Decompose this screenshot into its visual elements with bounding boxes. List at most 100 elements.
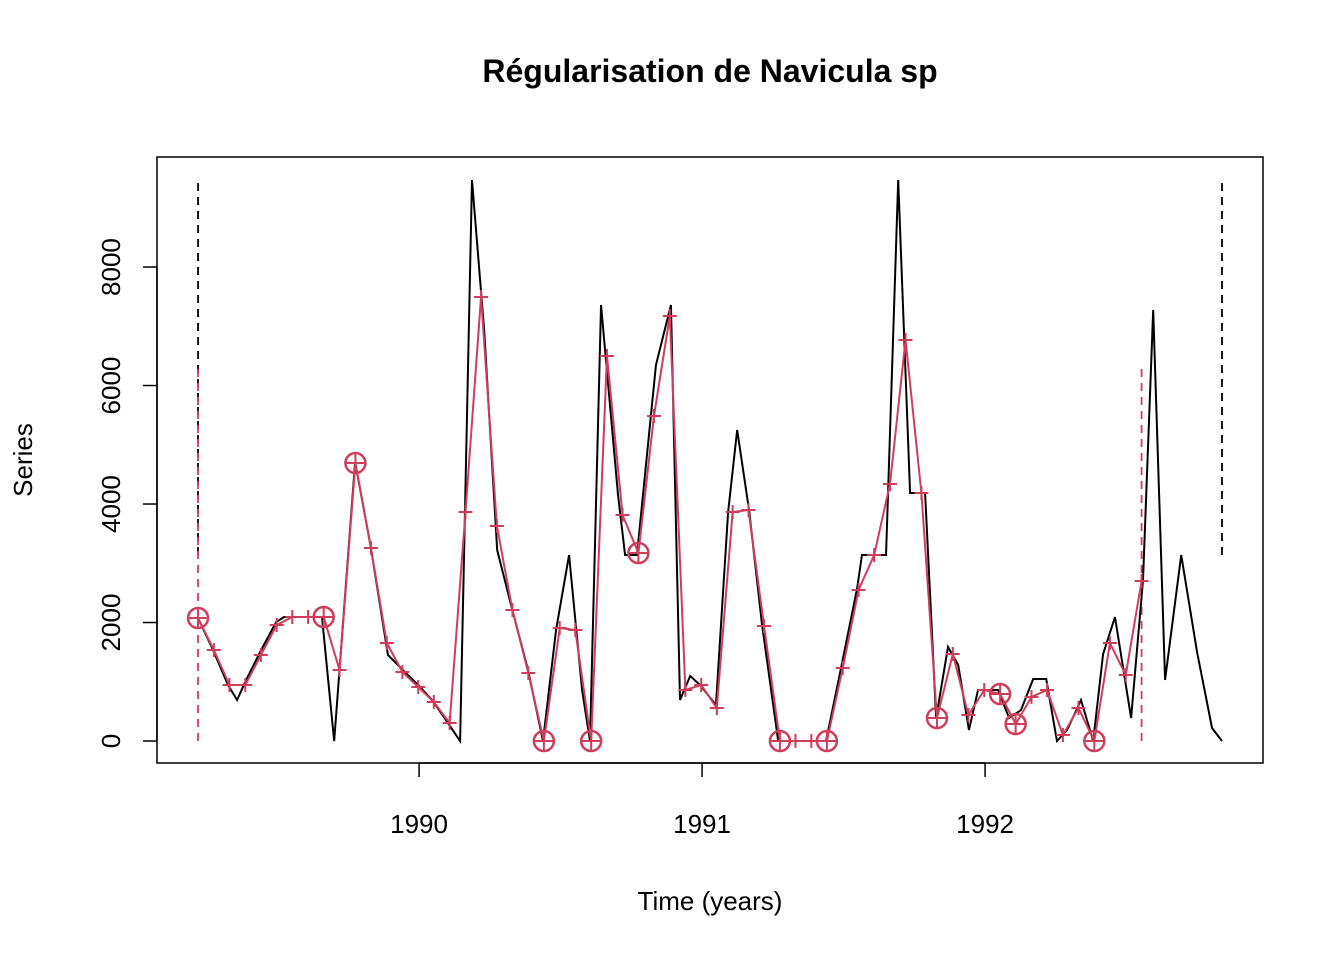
point-marker (474, 290, 489, 305)
point-marker (521, 666, 536, 681)
point-marker (851, 582, 866, 597)
point-marker (977, 683, 992, 698)
point-marker (1118, 668, 1133, 683)
point-marker (882, 476, 897, 491)
marker-part (662, 309, 677, 324)
marker-part (222, 678, 237, 693)
marker-part (867, 548, 882, 563)
marker-part (769, 731, 790, 752)
marker-part (882, 476, 897, 491)
marker-part (1024, 689, 1039, 704)
marker-part (521, 666, 536, 681)
y-tick-label: 2000 (96, 594, 126, 652)
marker-part (1071, 701, 1086, 716)
marker-part (815, 729, 839, 753)
marker-part (694, 678, 709, 693)
point-marker (505, 603, 520, 618)
y-tick-label: 6000 (96, 357, 126, 415)
point-marker (238, 678, 253, 693)
point-marker (1004, 712, 1027, 736)
point-marker (458, 505, 473, 520)
marker-part (1083, 729, 1106, 753)
y-tick-label: 8000 (96, 238, 126, 296)
marker-part (599, 349, 614, 364)
point-marker (898, 333, 913, 348)
marker-part (395, 664, 410, 679)
marker-part (489, 519, 504, 534)
marker-part (1084, 731, 1105, 752)
marker-part (568, 623, 583, 638)
series-line (197, 179, 1223, 745)
marker-part (835, 661, 850, 676)
point-marker (411, 680, 426, 695)
point-marker (379, 636, 394, 651)
marker-part (332, 663, 347, 678)
marker-part (505, 603, 520, 618)
marker-part (945, 647, 960, 662)
marker-part (1004, 712, 1027, 736)
marker-part (411, 680, 426, 695)
point-marker (627, 541, 650, 565)
plot-box (156, 156, 1264, 764)
marker-part (1118, 668, 1133, 683)
point-marker (1040, 683, 1055, 698)
point-marker (1024, 689, 1039, 704)
point-marker (1102, 636, 1117, 651)
point-marker (741, 503, 756, 518)
marker-part (581, 731, 602, 752)
marker-part (344, 451, 367, 475)
point-marker (395, 664, 410, 679)
point-marker (552, 621, 567, 636)
marker-part (579, 729, 603, 753)
marker-part (757, 619, 772, 634)
point-marker (363, 541, 378, 556)
marker-part (725, 505, 740, 520)
point-marker (757, 619, 772, 634)
point-marker (489, 519, 504, 534)
marker-part (1055, 728, 1070, 743)
point-marker (945, 647, 960, 662)
point-marker (253, 647, 268, 662)
marker-part (741, 503, 756, 518)
marker-part (1134, 574, 1149, 589)
marker-part (977, 683, 992, 698)
point-marker (615, 508, 630, 523)
point-marker (925, 706, 949, 730)
point-marker (344, 451, 367, 475)
marker-part (1102, 636, 1117, 651)
marker-part (313, 607, 334, 628)
marker-part (312, 605, 335, 629)
marker-part (788, 734, 803, 749)
marker-part (285, 610, 300, 625)
point-marker (442, 716, 457, 731)
point-marker (1083, 729, 1106, 753)
point-marker (285, 610, 300, 625)
marker-part (532, 729, 556, 753)
point-marker (815, 729, 839, 753)
marker-part (206, 643, 221, 658)
marker-part (552, 621, 567, 636)
marker-part (379, 636, 394, 651)
point-marker (599, 349, 614, 364)
marker-part (533, 731, 554, 752)
point-marker (1055, 728, 1070, 743)
marker-part (442, 716, 457, 731)
marker-part (926, 708, 947, 729)
marker-part (816, 731, 837, 752)
marker-part (186, 606, 210, 630)
point-marker (646, 409, 661, 424)
x-tick-label: 1990 (390, 809, 448, 839)
y-tick-label: 0 (96, 734, 126, 748)
point-marker (332, 663, 347, 678)
marker-part (1040, 683, 1055, 698)
marker-part (628, 543, 649, 564)
point-marker (426, 695, 441, 710)
marker-part (678, 683, 693, 698)
point-marker (678, 683, 693, 698)
marker-part (925, 706, 949, 730)
y-axis-label: Series (8, 423, 38, 497)
point-marker (694, 678, 709, 693)
point-marker (835, 661, 850, 676)
point-marker (579, 729, 603, 753)
